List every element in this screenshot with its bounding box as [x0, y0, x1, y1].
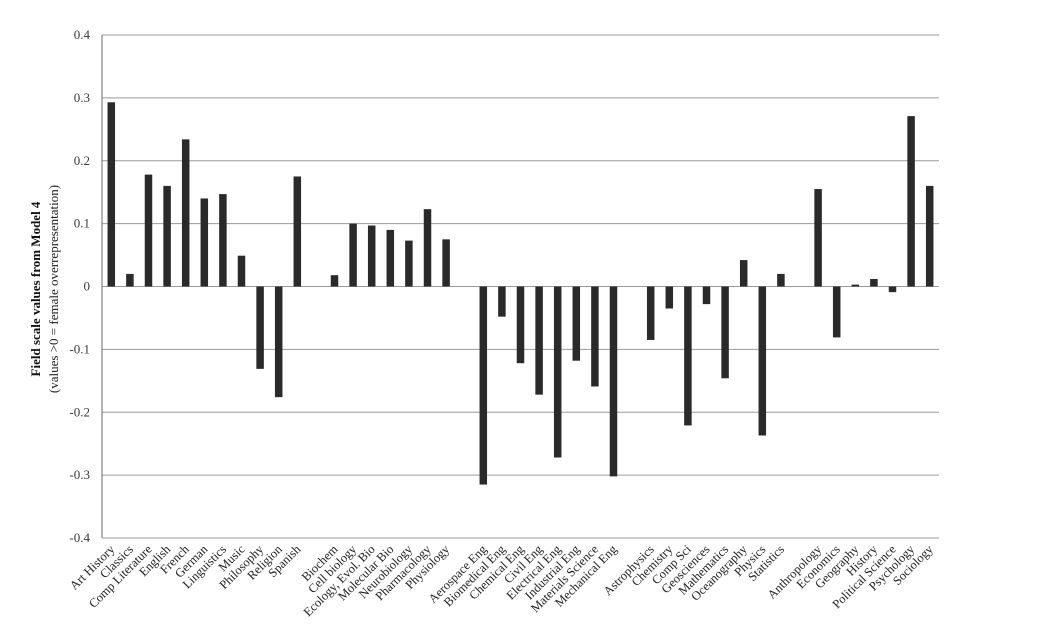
bar [758, 286, 767, 436]
bars [107, 102, 934, 485]
bar [237, 255, 246, 287]
y-tick-labels: -0.4 -0.3 -0.2 -0.1 0 0.1 0.2 0.3 0.4 [69, 27, 90, 545]
bar [553, 286, 562, 458]
bar [591, 286, 599, 387]
bar [219, 194, 227, 287]
bar [405, 240, 413, 287]
bar [851, 284, 860, 287]
bar [535, 286, 543, 395]
y-tick-label: 0 [84, 279, 91, 294]
y-axis-sublabel: (values >0 = female overrepresentation) [46, 185, 61, 393]
bar [609, 286, 618, 477]
bar [274, 286, 283, 398]
bar [925, 185, 934, 287]
bar [832, 286, 841, 338]
bar [870, 278, 878, 287]
y-axis-label: Field scale values from Model 4 [28, 201, 43, 376]
bar [498, 286, 506, 317]
bar [702, 286, 711, 305]
bar [367, 225, 376, 287]
bar [293, 176, 302, 287]
bar [200, 198, 209, 287]
bar [423, 209, 432, 287]
bar [181, 139, 190, 287]
y-tick-label: -0.1 [69, 341, 90, 356]
bar [739, 260, 748, 287]
y-tick-label: 0.2 [74, 153, 90, 168]
bar [572, 286, 581, 361]
y-tick-label: 0.4 [74, 27, 91, 42]
bar [386, 229, 395, 287]
bar [907, 116, 915, 287]
bar [126, 273, 134, 287]
bar [888, 286, 897, 293]
bar [349, 223, 357, 287]
bar [256, 286, 264, 369]
bar [163, 185, 171, 287]
bar [777, 273, 785, 287]
y-tick-label: -0.3 [69, 467, 90, 482]
y-tick-label: 0.3 [74, 90, 90, 105]
bar [684, 286, 692, 426]
bar [442, 239, 450, 287]
bar [330, 275, 339, 287]
y-tick-label: -0.4 [69, 530, 90, 545]
bar [665, 286, 674, 309]
bar [646, 286, 655, 340]
bar [107, 102, 116, 287]
bar [144, 174, 153, 287]
bar [814, 189, 822, 287]
y-axis-title: Field scale values from Model 4 (values … [28, 185, 61, 393]
bar [721, 286, 729, 379]
bar [516, 286, 525, 364]
bar [479, 286, 488, 485]
y-tick-label: 0.1 [74, 216, 90, 231]
y-tick-label: -0.2 [69, 404, 90, 419]
